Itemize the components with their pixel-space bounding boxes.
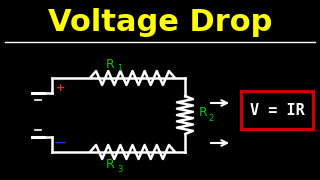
Text: R: R bbox=[106, 159, 114, 172]
FancyBboxPatch shape bbox=[241, 91, 313, 129]
Text: +: + bbox=[56, 83, 65, 93]
Text: R: R bbox=[106, 57, 114, 71]
Text: Voltage Drop: Voltage Drop bbox=[48, 8, 272, 37]
Text: —: — bbox=[54, 138, 65, 148]
Text: 1: 1 bbox=[117, 64, 123, 73]
Text: V = IR: V = IR bbox=[250, 102, 304, 118]
Text: 3: 3 bbox=[117, 165, 123, 174]
Text: 2: 2 bbox=[208, 114, 213, 123]
Text: R: R bbox=[199, 105, 208, 118]
